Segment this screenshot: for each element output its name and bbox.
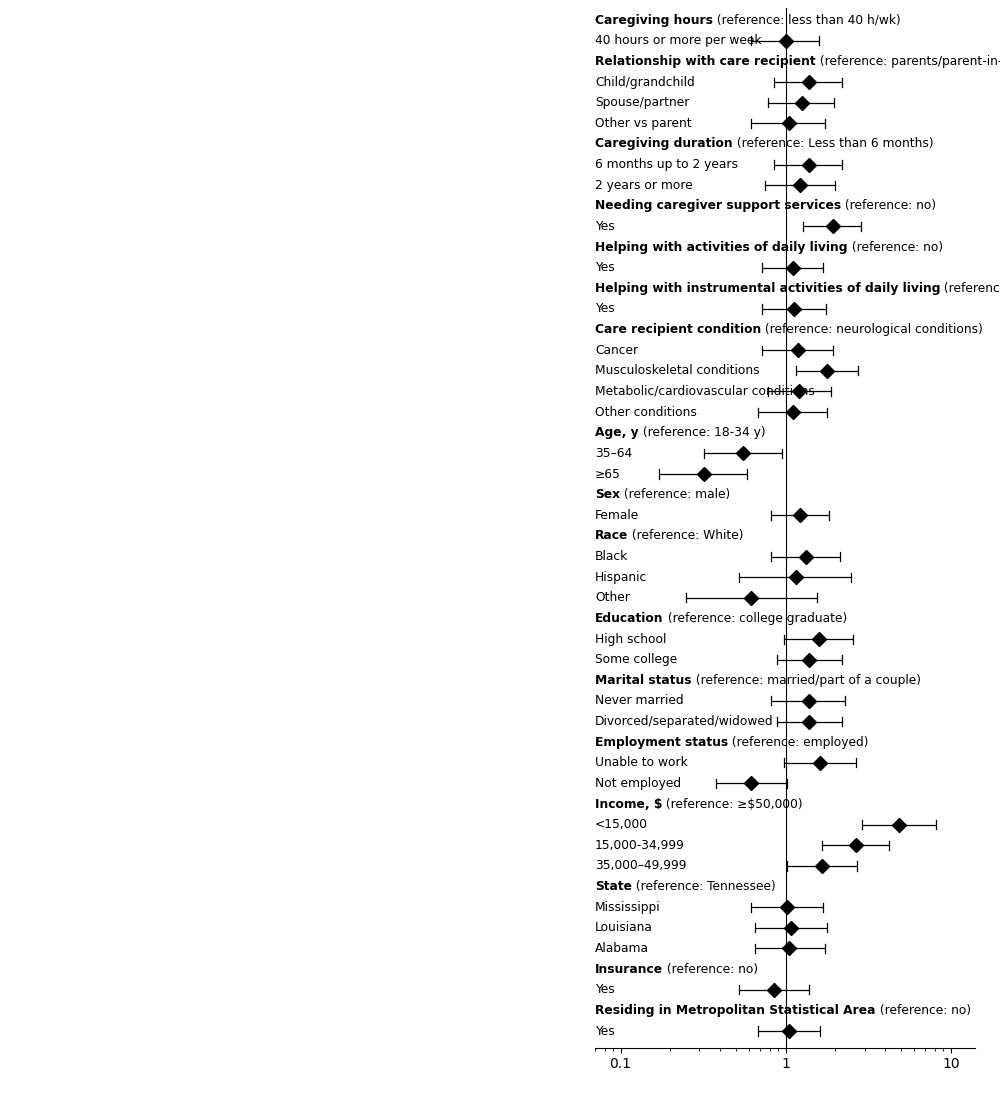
Text: (reference: male): (reference: male): [620, 488, 730, 502]
Text: (reference: married/part of a couple): (reference: married/part of a couple): [692, 674, 920, 687]
Text: Helping with activities of daily living: Helping with activities of daily living: [595, 240, 848, 254]
Text: (reference: White): (reference: White): [628, 529, 744, 543]
Text: Employment status: Employment status: [595, 736, 728, 748]
Text: Black: Black: [595, 550, 628, 563]
Text: (reference: neurological conditions): (reference: neurological conditions): [761, 324, 983, 336]
Text: Spouse/partner: Spouse/partner: [595, 96, 689, 109]
Text: Residing in Metropolitan Statistical Area: Residing in Metropolitan Statistical Are…: [595, 1004, 876, 1016]
Text: Other conditions: Other conditions: [595, 406, 697, 418]
Text: (reference: parents/parent-in-law): (reference: parents/parent-in-law): [816, 54, 1000, 68]
Text: Marital status: Marital status: [595, 674, 692, 687]
Text: Care recipient condition: Care recipient condition: [595, 324, 761, 336]
Text: (reference: Tennessee): (reference: Tennessee): [632, 880, 776, 893]
Text: 35,000–49,999: 35,000–49,999: [595, 860, 686, 873]
Text: (reference: less than 40 h/wk): (reference: less than 40 h/wk): [713, 13, 901, 27]
Text: 35–64: 35–64: [595, 447, 632, 460]
Text: Unable to work: Unable to work: [595, 756, 688, 770]
Text: High school: High school: [595, 633, 666, 646]
Text: (reference: employed): (reference: employed): [728, 736, 869, 748]
Text: Musculoskeletal conditions: Musculoskeletal conditions: [595, 365, 760, 377]
Text: Age, y: Age, y: [595, 426, 639, 439]
Text: (reference: ≥$50,000): (reference: ≥$50,000): [662, 797, 803, 811]
Text: Other vs parent: Other vs parent: [595, 117, 692, 130]
Text: Yes: Yes: [595, 983, 615, 996]
Text: Other: Other: [595, 592, 630, 604]
Text: Income, $: Income, $: [595, 797, 662, 811]
Text: Hispanic: Hispanic: [595, 570, 647, 584]
Text: ≥65: ≥65: [595, 467, 621, 480]
Text: Child/grandchild: Child/grandchild: [595, 76, 695, 89]
Text: Alabama: Alabama: [595, 942, 649, 955]
Text: 2 years or more: 2 years or more: [595, 179, 693, 191]
Text: Never married: Never married: [595, 694, 684, 707]
Text: State: State: [595, 880, 632, 893]
Text: Female: Female: [595, 509, 639, 522]
Text: Education: Education: [595, 612, 664, 625]
Text: Metabolic/cardiovascular conditions: Metabolic/cardiovascular conditions: [595, 385, 815, 398]
Text: Needing caregiver support services: Needing caregiver support services: [595, 199, 841, 212]
Text: Not employed: Not employed: [595, 777, 681, 790]
Text: 15,000-34,999: 15,000-34,999: [595, 838, 685, 852]
Text: Some college: Some college: [595, 653, 677, 666]
Text: Caregiving hours: Caregiving hours: [595, 13, 713, 27]
Text: Yes: Yes: [595, 1024, 615, 1037]
Text: Relationship with care recipient: Relationship with care recipient: [595, 54, 816, 68]
Text: Yes: Yes: [595, 261, 615, 275]
Text: Yes: Yes: [595, 302, 615, 316]
Text: Cancer: Cancer: [595, 344, 638, 357]
Text: Yes: Yes: [595, 220, 615, 232]
Text: Divorced/separated/widowed: Divorced/separated/widowed: [595, 715, 774, 728]
Text: (reference: no): (reference: no): [876, 1004, 971, 1016]
Text: (reference: no): (reference: no): [663, 963, 758, 975]
Text: Caregiving duration: Caregiving duration: [595, 138, 733, 150]
Text: (reference: college graduate): (reference: college graduate): [664, 612, 847, 625]
Text: (reference: 18-34 y): (reference: 18-34 y): [639, 426, 765, 439]
Text: Race: Race: [595, 529, 628, 543]
Text: (reference: Less than 6 months): (reference: Less than 6 months): [733, 138, 933, 150]
Text: Mississippi: Mississippi: [595, 901, 661, 914]
Text: Sex: Sex: [595, 488, 620, 502]
Text: (reference: no): (reference: no): [940, 281, 1000, 295]
Text: (reference: no): (reference: no): [841, 199, 936, 212]
Text: 6 months up to 2 years: 6 months up to 2 years: [595, 158, 738, 171]
Text: <15,000: <15,000: [595, 818, 648, 831]
Text: Helping with instrumental activities of daily living: Helping with instrumental activities of …: [595, 281, 940, 295]
Text: Louisiana: Louisiana: [595, 922, 653, 934]
Text: 40 hours or more per week: 40 hours or more per week: [595, 34, 762, 48]
Text: Insurance: Insurance: [595, 963, 663, 975]
Text: (reference: no): (reference: no): [848, 240, 943, 254]
